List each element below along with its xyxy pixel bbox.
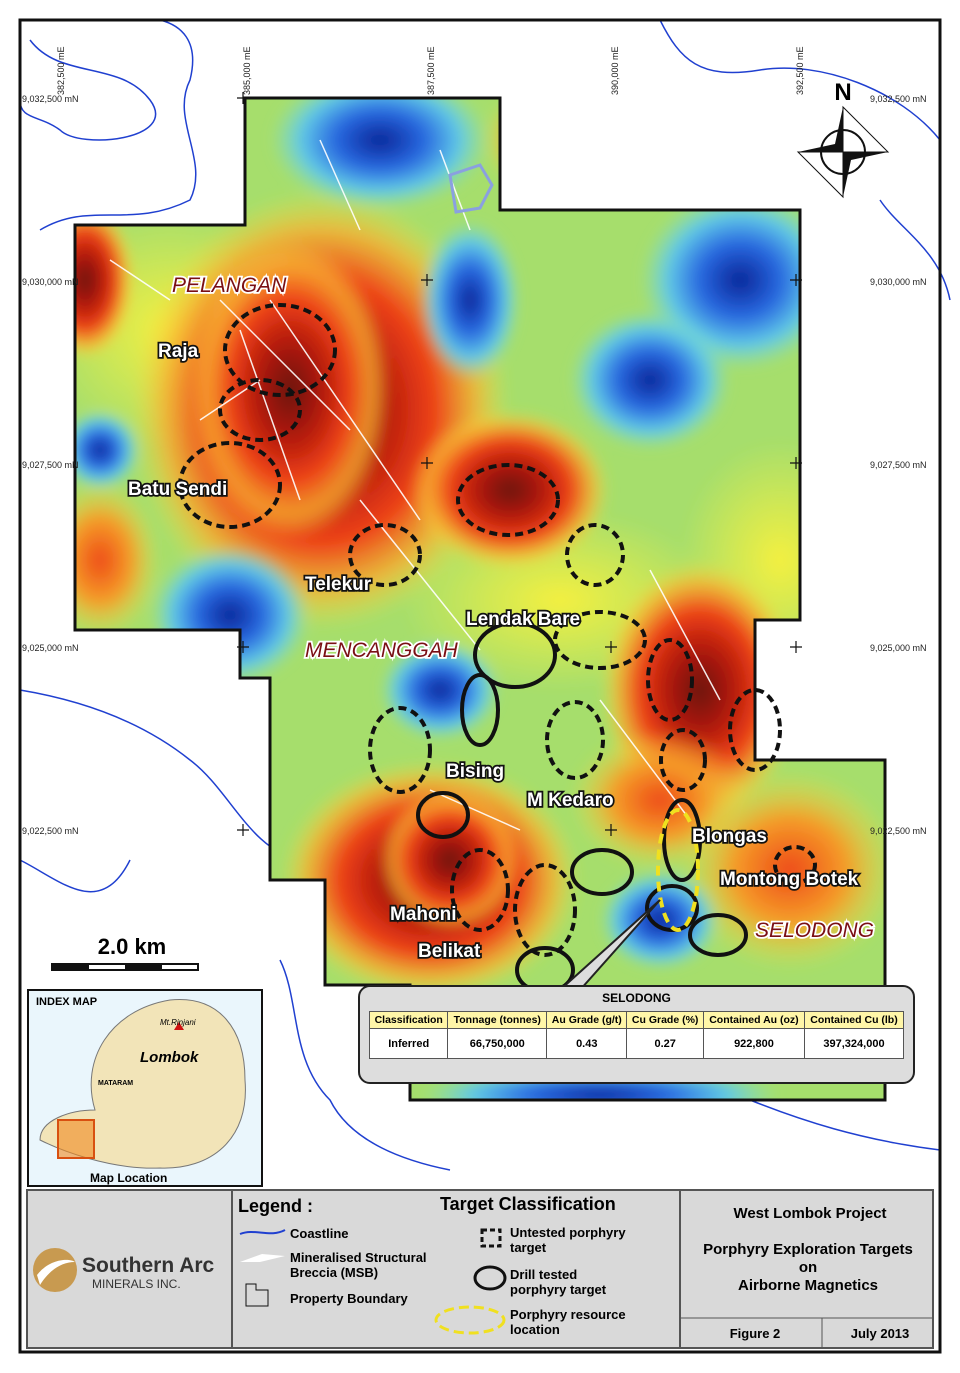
place-label: MENCANGGAH	[305, 639, 459, 662]
north-label: N	[834, 79, 851, 106]
scale-label: 2.0 km	[98, 934, 167, 959]
table-header: Tonnage (tonnes)	[447, 1011, 548, 1029]
northing: 9,030,000 mN	[22, 277, 79, 287]
place-labels: PELANGAN Raja Batu Sendi Telekur Lendak …	[126, 272, 876, 964]
index-location: Map Location	[90, 1171, 167, 1185]
figure-title: on	[799, 1259, 817, 1276]
index-peak: Mt.Rinjani	[160, 1018, 196, 1027]
table-cell: Inferred	[368, 1028, 449, 1059]
place-label: Blongas	[692, 826, 767, 847]
table-header: Classification	[368, 1011, 449, 1029]
place-label: Telekur	[305, 574, 372, 595]
easting: 392,500 mE	[795, 46, 805, 95]
northing: 9,032,500 mN	[22, 94, 79, 104]
resource-location	[656, 808, 700, 932]
table-header: Cu Grade (%)	[626, 1011, 704, 1029]
magnetic-map	[75, 98, 885, 1100]
project-name: West Lombok Project	[733, 1205, 886, 1222]
table: Classification Tonnage (tonnes) Au Grade (…	[368, 1011, 905, 1059]
footer: Southern Arc MINERALS INC. Legend : Coas…	[26, 1189, 934, 1349]
grid-crosses	[237, 92, 802, 836]
legend-title: Legend :	[238, 1196, 313, 1216]
target-item: Porphyry resource location	[510, 1307, 626, 1337]
target-title: Target Classification	[440, 1194, 616, 1214]
place-label: PELANGAN	[172, 274, 287, 297]
northing: 9,027,500 mN	[22, 460, 79, 470]
legend-item: Property Boundary	[290, 1291, 409, 1306]
place-label: Lendak Bare	[466, 609, 580, 630]
northing: 9,027,500 mN	[870, 460, 927, 470]
index-map: INDEX MAP Mt.Rinjani Lombok MATARAM Map …	[27, 989, 263, 1187]
place-label: Belikat	[418, 941, 481, 962]
northing: 9,030,000 mN	[870, 277, 927, 287]
easting: 390,000 mE	[610, 46, 620, 95]
place-label: Mahoni	[390, 904, 457, 925]
table-header: Contained Cu (lb)	[803, 1011, 905, 1029]
place-label: Bising	[446, 761, 504, 782]
place-label: Batu Sendi	[128, 479, 227, 500]
easting: 387,500 mE	[426, 46, 436, 95]
place-label: M Kedaro	[527, 790, 614, 811]
scale-bar	[51, 963, 199, 971]
table-cell: 66,750,000	[447, 1028, 548, 1059]
legend-item: Coastline	[290, 1226, 349, 1241]
logo-name: Southern Arc	[82, 1254, 215, 1277]
logo-sub: MINERALS INC.	[92, 1277, 181, 1291]
table-header: Au Grade (g/t)	[546, 1011, 628, 1029]
table-cell: 397,324,000	[803, 1028, 905, 1059]
index-title: INDEX MAP	[36, 996, 97, 1008]
figure-title: Porphyry Exploration Targets	[703, 1241, 913, 1258]
table-cell: 0.43	[546, 1028, 628, 1059]
northing: 9,022,500 mN	[870, 826, 927, 836]
target-item: Drill tested porphyry target	[510, 1267, 607, 1297]
legend-item: Mineralised Structural Breccia (MSB)	[290, 1250, 427, 1280]
northing: 9,025,000 mN	[22, 643, 79, 653]
frame	[18, 18, 942, 1354]
figure-date: July 2013	[851, 1326, 910, 1341]
easting: 382,500 mE	[56, 46, 66, 95]
northing: 9,022,500 mN	[22, 826, 79, 836]
table-cell: 0.27	[626, 1028, 704, 1059]
untested-targets	[178, 303, 817, 957]
compass	[796, 105, 890, 199]
place-label: Montong Botek	[720, 869, 859, 890]
place-label: Raja	[158, 341, 199, 362]
drill-tested-targets	[416, 621, 748, 994]
target-item: Untested porphyry target	[510, 1225, 626, 1255]
resource-table: SELODONG Classification Tonnage (tonnes) A…	[358, 985, 915, 1084]
easting: 385,000 mE	[242, 46, 252, 95]
northing: 9,025,000 mN	[870, 643, 927, 653]
figure-number: Figure 2	[730, 1326, 781, 1341]
northing: 9,032,500 mN	[870, 94, 927, 104]
table-title: SELODONG	[602, 991, 671, 1005]
place-label: SELODONG	[755, 919, 874, 942]
northing-labels: 9,032,500 mN 9,030,000 mN 9,027,500 mN 9…	[22, 94, 927, 836]
table-header: Contained Au (oz)	[702, 1011, 805, 1029]
figure-title: Airborne Magnetics	[738, 1277, 878, 1294]
table-cell: 922,800	[702, 1028, 805, 1059]
index-city: MATARAM	[98, 1080, 133, 1087]
easting-labels: 382,500 mE 385,000 mE 387,500 mE 390,000…	[56, 46, 805, 95]
coastline	[19, 19, 951, 1171]
index-island: Lombok	[140, 1049, 199, 1066]
water-outline	[448, 163, 494, 214]
